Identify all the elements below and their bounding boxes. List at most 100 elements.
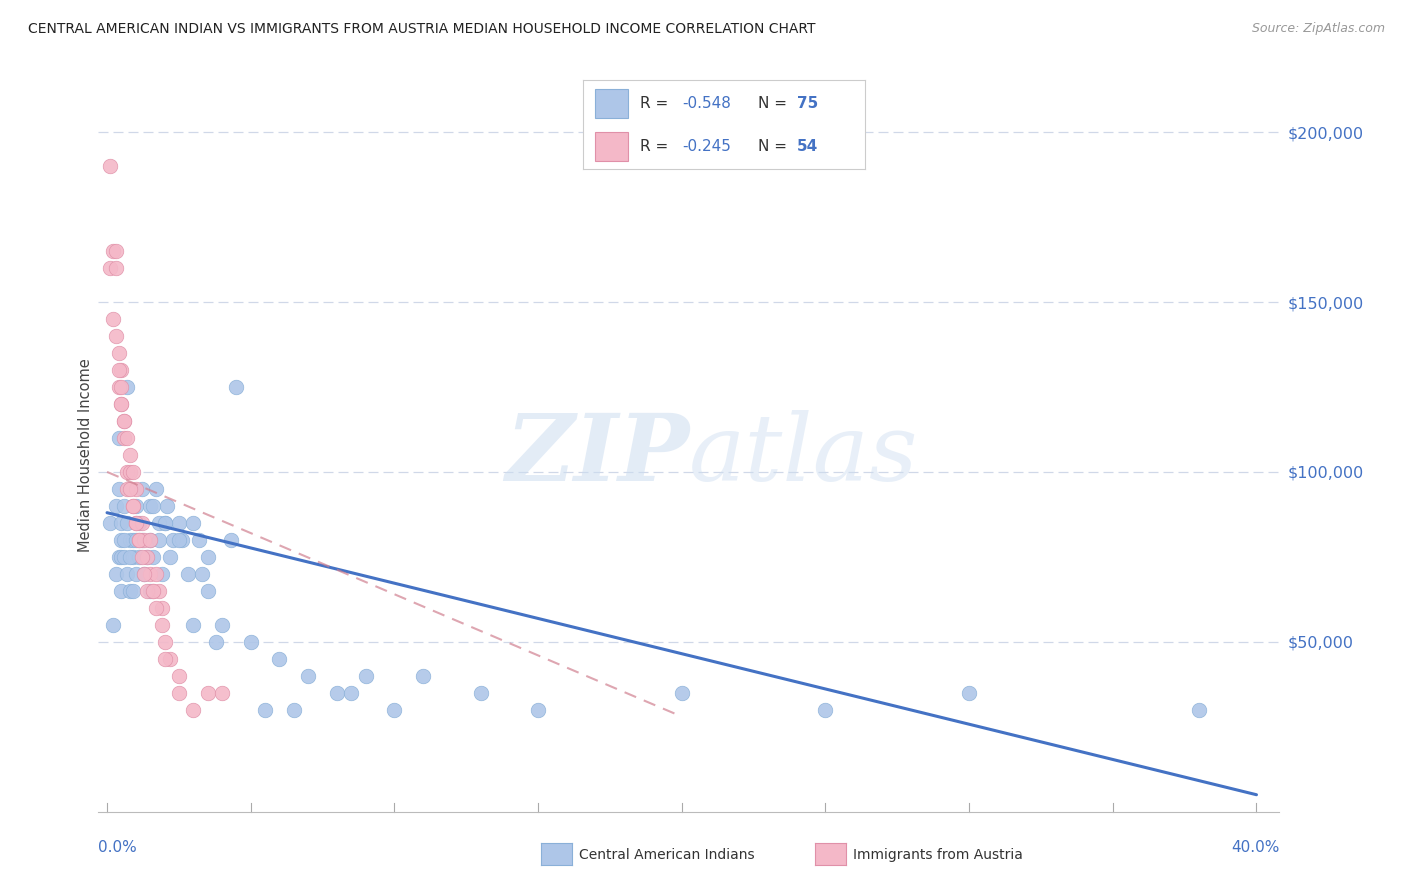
Point xyxy=(98,260,121,275)
Point xyxy=(128,516,150,530)
Point xyxy=(181,617,204,632)
Point xyxy=(254,703,277,717)
Point xyxy=(153,635,176,649)
Point xyxy=(159,549,181,564)
Point xyxy=(118,583,141,598)
Point xyxy=(131,482,153,496)
Point xyxy=(110,549,132,564)
Point xyxy=(128,549,150,564)
Point xyxy=(118,533,141,547)
Point xyxy=(118,465,141,479)
Point xyxy=(150,617,173,632)
Point xyxy=(148,533,170,547)
Point xyxy=(115,482,138,496)
Point xyxy=(150,600,173,615)
Point xyxy=(107,482,129,496)
Text: R =: R = xyxy=(640,139,673,153)
Text: Immigrants from Austria: Immigrants from Austria xyxy=(853,847,1024,862)
Point xyxy=(142,549,165,564)
Point xyxy=(134,566,156,581)
Point xyxy=(115,431,138,445)
Point xyxy=(211,686,233,700)
Point xyxy=(153,516,176,530)
Point xyxy=(112,549,135,564)
Point xyxy=(191,566,214,581)
Point xyxy=(128,533,150,547)
Point xyxy=(122,499,145,513)
Text: -0.548: -0.548 xyxy=(682,96,731,111)
Point xyxy=(118,448,141,462)
Point xyxy=(125,499,148,513)
Point xyxy=(167,669,190,683)
Point xyxy=(98,159,121,173)
Point xyxy=(188,533,211,547)
Point xyxy=(181,516,204,530)
Text: 75: 75 xyxy=(797,96,818,111)
Text: R =: R = xyxy=(640,96,673,111)
Point xyxy=(197,686,219,700)
Point xyxy=(139,533,162,547)
Point xyxy=(170,533,193,547)
Point xyxy=(104,260,127,275)
Point xyxy=(112,431,135,445)
Point xyxy=(125,516,148,530)
FancyBboxPatch shape xyxy=(595,89,628,118)
Point xyxy=(145,482,167,496)
Point xyxy=(107,431,129,445)
Point xyxy=(131,516,153,530)
Point xyxy=(115,465,138,479)
Point xyxy=(107,346,129,360)
Point xyxy=(101,312,124,326)
Text: CENTRAL AMERICAN INDIAN VS IMMIGRANTS FROM AUSTRIA MEDIAN HOUSEHOLD INCOME CORRE: CENTRAL AMERICAN INDIAN VS IMMIGRANTS FR… xyxy=(28,22,815,37)
Point xyxy=(118,482,141,496)
Point xyxy=(340,686,363,700)
Point xyxy=(107,380,129,394)
Point xyxy=(110,516,132,530)
Text: 40.0%: 40.0% xyxy=(1232,840,1279,855)
Point xyxy=(112,499,135,513)
Point xyxy=(211,617,233,632)
Point xyxy=(167,533,190,547)
Point xyxy=(148,583,170,598)
Point xyxy=(110,397,132,411)
Point xyxy=(139,499,162,513)
Point xyxy=(122,465,145,479)
Point xyxy=(153,516,176,530)
Point xyxy=(142,499,165,513)
FancyBboxPatch shape xyxy=(595,132,628,161)
Point xyxy=(115,380,138,394)
Point xyxy=(225,380,247,394)
Point xyxy=(814,703,837,717)
Point xyxy=(134,533,156,547)
Point xyxy=(122,499,145,513)
Point xyxy=(125,566,148,581)
Point xyxy=(101,617,124,632)
Point xyxy=(122,583,145,598)
Point xyxy=(197,549,219,564)
Point xyxy=(181,703,204,717)
Text: N =: N = xyxy=(758,139,792,153)
Point xyxy=(104,566,127,581)
Point xyxy=(142,583,165,598)
Text: atlas: atlas xyxy=(689,410,918,500)
Point xyxy=(104,244,127,258)
Point xyxy=(162,533,184,547)
Point xyxy=(156,499,179,513)
Point xyxy=(139,583,162,598)
Point xyxy=(101,244,124,258)
Text: 0.0%: 0.0% xyxy=(98,840,138,855)
Text: Central American Indians: Central American Indians xyxy=(579,847,755,862)
Point xyxy=(107,363,129,377)
Point xyxy=(326,686,349,700)
Point xyxy=(110,533,132,547)
Point xyxy=(118,549,141,564)
Point xyxy=(957,686,980,700)
Point xyxy=(153,652,176,666)
Point xyxy=(110,583,132,598)
Point xyxy=(269,652,291,666)
Point xyxy=(297,669,319,683)
Point xyxy=(110,397,132,411)
Y-axis label: Median Household Income: Median Household Income xyxy=(77,358,93,552)
Point xyxy=(115,516,138,530)
Point xyxy=(107,549,129,564)
